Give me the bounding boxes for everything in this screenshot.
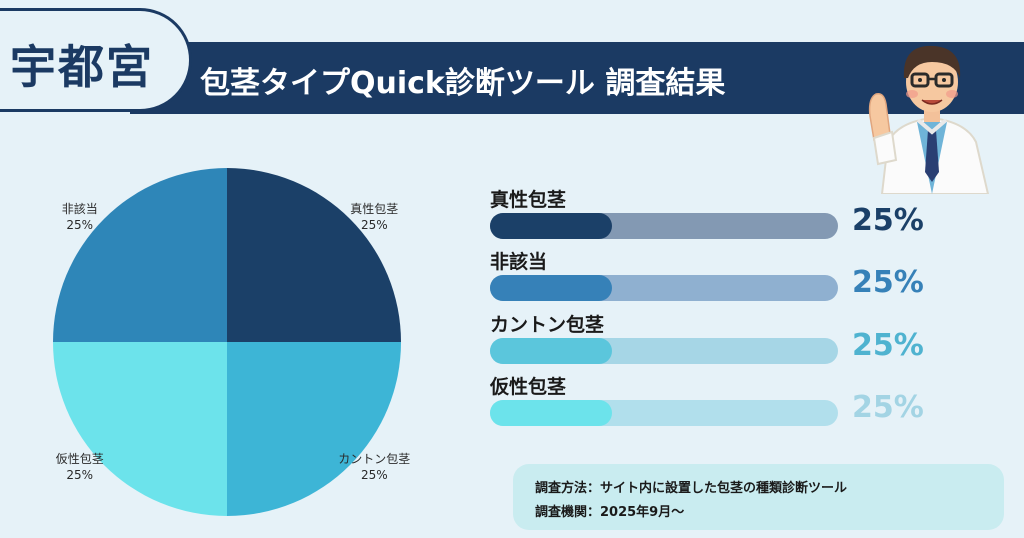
pie-percent-label: 25% <box>361 218 388 232</box>
pie-category-label: 真性包茎 <box>350 202 398 216</box>
bar-track <box>490 275 838 301</box>
pie-percent-label: 25% <box>66 468 93 482</box>
pie-percent-label: 25% <box>66 218 93 232</box>
bar-fill <box>490 213 612 239</box>
bar-track <box>490 400 838 426</box>
bar-fill <box>490 400 612 426</box>
bar-percent: 25% <box>852 203 924 238</box>
pie-category-label: カントン包茎 <box>338 452 410 466</box>
pie-chart: 真性包茎 25% カントン包茎 25% 仮性包茎 25% 非該当 25% <box>53 168 410 516</box>
pie-slice <box>227 168 401 342</box>
pie-category-label: 非該当 <box>62 201 98 216</box>
survey-method: 調査方法：サイト内に設置した包茎の種類診断ツール <box>535 481 848 496</box>
bar-percent: 25% <box>852 390 924 425</box>
bar-percent: 25% <box>852 328 924 363</box>
bar-percent: 25% <box>852 265 924 300</box>
bar-fill <box>490 338 612 364</box>
pie-category-label: 仮性包茎 <box>56 452 104 466</box>
survey-note: 調査方法：サイト内に設置した包茎の種類診断ツール 調査機関：2025年9月〜 <box>513 464 1004 530</box>
bar-track <box>490 213 838 239</box>
bar-fill <box>490 275 612 301</box>
city-name: 宇都宮 <box>10 40 154 94</box>
pie-slice <box>53 342 227 516</box>
survey-period: 調査機関：2025年9月〜 <box>535 505 685 520</box>
bar-label: 仮性包茎 <box>490 376 567 398</box>
pie-slice <box>53 168 227 342</box>
bar-label: カントン包茎 <box>490 314 605 336</box>
pie-slice <box>227 342 401 516</box>
pie-percent-label: 25% <box>361 468 388 482</box>
page-title: 包茎タイプQuick診断ツール 調査結果 <box>200 66 726 101</box>
bar-track <box>490 338 838 364</box>
doctor-illustration <box>868 45 990 194</box>
city-badge: 宇都宮 <box>0 8 192 112</box>
bar-label: 非該当 <box>490 251 548 273</box>
bar-label: 真性包茎 <box>490 189 567 211</box>
